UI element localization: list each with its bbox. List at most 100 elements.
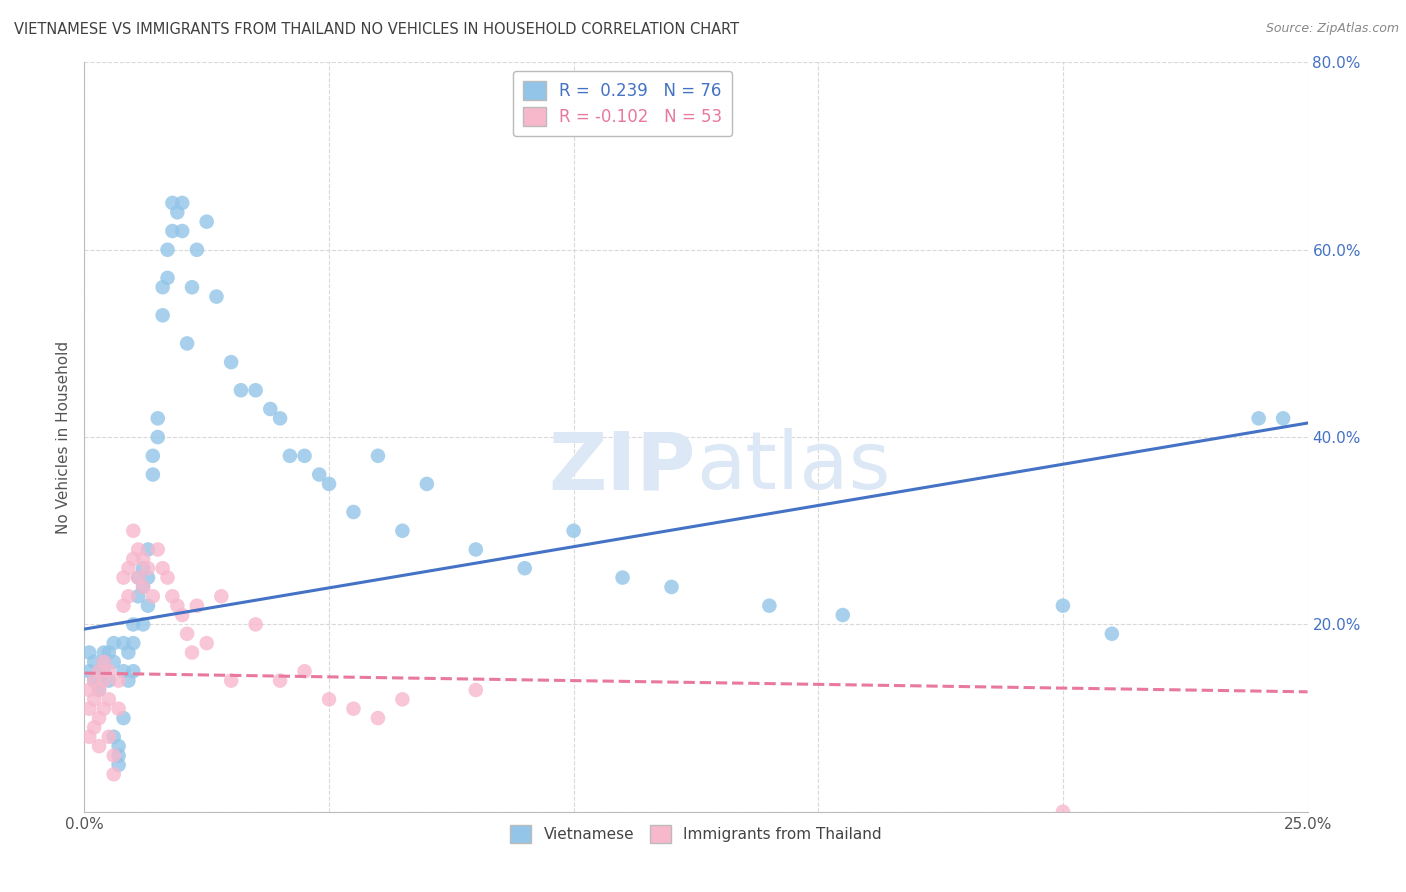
Point <box>308 467 330 482</box>
Point <box>245 384 267 398</box>
Point <box>132 617 155 632</box>
Point <box>87 683 110 698</box>
Point <box>416 476 439 491</box>
Point <box>142 590 165 604</box>
Point <box>107 748 129 763</box>
Point <box>93 646 115 660</box>
Point <box>245 617 267 632</box>
Point <box>219 673 242 688</box>
Text: Source: ZipAtlas.com: Source: ZipAtlas.com <box>1265 22 1399 36</box>
Point <box>513 561 536 575</box>
Point <box>93 655 115 669</box>
Point <box>122 524 145 538</box>
Point <box>464 542 486 557</box>
Point <box>1052 805 1074 819</box>
Point <box>294 664 316 679</box>
Point <box>117 673 139 688</box>
Point <box>152 308 174 322</box>
Point <box>612 571 634 585</box>
Point <box>83 673 105 688</box>
Point <box>269 411 291 425</box>
Point <box>209 590 232 604</box>
Point <box>97 646 120 660</box>
Point <box>181 280 204 294</box>
Point <box>107 739 129 753</box>
Point <box>87 711 110 725</box>
Point <box>162 590 184 604</box>
Text: ZIP: ZIP <box>548 428 696 506</box>
Point <box>127 571 149 585</box>
Point <box>103 636 125 650</box>
Point <box>112 664 135 679</box>
Point <box>162 224 184 238</box>
Point <box>77 730 100 744</box>
Point <box>83 673 105 688</box>
Point <box>132 580 155 594</box>
Point <box>93 701 115 715</box>
Point <box>229 384 252 398</box>
Point <box>152 280 174 294</box>
Point <box>136 599 159 613</box>
Point <box>122 664 145 679</box>
Point <box>367 449 389 463</box>
Point <box>112 711 135 725</box>
Point <box>152 561 174 575</box>
Point <box>1101 626 1123 640</box>
Point <box>391 692 413 706</box>
Point <box>318 476 340 491</box>
Point <box>146 542 169 557</box>
Point <box>87 664 110 679</box>
Point <box>122 551 145 566</box>
Point <box>172 608 194 623</box>
Point <box>146 430 169 444</box>
Point <box>112 599 135 613</box>
Point <box>259 401 281 416</box>
Point <box>112 636 135 650</box>
Point <box>93 655 115 669</box>
Point <box>172 195 194 210</box>
Point <box>93 673 115 688</box>
Point <box>1272 411 1295 425</box>
Point <box>107 758 129 772</box>
Point <box>83 721 105 735</box>
Point <box>103 730 125 744</box>
Point <box>318 692 340 706</box>
Point <box>103 767 125 781</box>
Text: atlas: atlas <box>696 428 890 506</box>
Point <box>146 411 169 425</box>
Y-axis label: No Vehicles in Household: No Vehicles in Household <box>56 341 72 533</box>
Text: VIETNAMESE VS IMMIGRANTS FROM THAILAND NO VEHICLES IN HOUSEHOLD CORRELATION CHAR: VIETNAMESE VS IMMIGRANTS FROM THAILAND N… <box>14 22 740 37</box>
Point <box>97 730 120 744</box>
Point <box>107 673 129 688</box>
Point <box>87 664 110 679</box>
Point <box>93 664 115 679</box>
Point <box>195 214 218 228</box>
Point <box>162 195 184 210</box>
Point <box>562 524 585 538</box>
Point <box>136 561 159 575</box>
Point <box>181 646 204 660</box>
Point <box>132 561 155 575</box>
Point <box>205 289 228 303</box>
Legend: Vietnamese, Immigrants from Thailand: Vietnamese, Immigrants from Thailand <box>503 819 889 849</box>
Point <box>117 646 139 660</box>
Point <box>342 701 364 715</box>
Point <box>107 701 129 715</box>
Point <box>132 580 155 594</box>
Point <box>142 467 165 482</box>
Point <box>294 449 316 463</box>
Point <box>219 355 242 369</box>
Point <box>127 571 149 585</box>
Point <box>103 655 125 669</box>
Point <box>156 243 179 257</box>
Point <box>117 590 139 604</box>
Point <box>122 636 145 650</box>
Point <box>176 626 198 640</box>
Point <box>97 664 120 679</box>
Point <box>176 336 198 351</box>
Point <box>464 683 486 698</box>
Point <box>122 617 145 632</box>
Point <box>77 646 100 660</box>
Point <box>391 524 413 538</box>
Point <box>127 590 149 604</box>
